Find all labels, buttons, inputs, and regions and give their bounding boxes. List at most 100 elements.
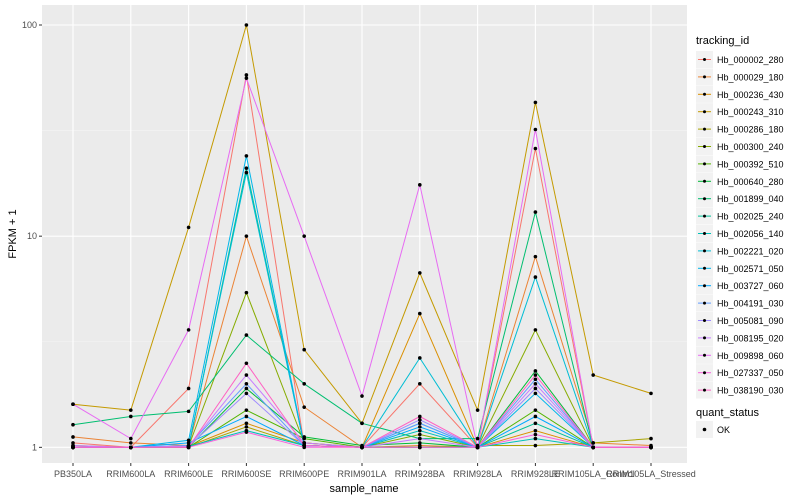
data-point: [475, 445, 480, 450]
legend-key-point: [703, 284, 706, 288]
legend-key-point: [703, 232, 706, 235]
data-point: [302, 443, 307, 448]
data-point: [186, 445, 191, 450]
data-point: [533, 100, 538, 105]
data-point: [129, 445, 133, 450]
legend-label: Hb_000640_280: [717, 177, 784, 187]
data-point: [418, 414, 422, 419]
legend-key-point: [703, 214, 706, 218]
legend-key-point: [703, 162, 706, 166]
data-point: [418, 425, 422, 429]
data-points: [71, 23, 653, 450]
legend-label: Hb_002221_020: [717, 246, 784, 256]
data-point: [244, 430, 249, 434]
data-point: [244, 421, 249, 426]
data-point: [533, 414, 538, 419]
legend-key-point: [703, 58, 706, 61]
legend-label: Hb_038190_030: [717, 386, 784, 396]
legend-key-point: [703, 197, 706, 201]
data-point: [533, 408, 538, 412]
data-point: [71, 441, 75, 445]
legend-label: Hb_005081_090: [717, 316, 784, 326]
data-point: [533, 432, 538, 437]
data-point: [244, 333, 249, 337]
legend-label: Hb_002056_140: [717, 229, 784, 239]
data-point: [475, 436, 480, 441]
data-point: [244, 361, 249, 366]
y-axis-title: FPKM + 1: [7, 209, 19, 258]
data-point: [186, 386, 191, 391]
legend-label: Hb_000029_180: [717, 72, 784, 82]
legend-key-point: [703, 127, 706, 131]
data-point: [418, 445, 422, 450]
legend-key-point: [703, 249, 706, 253]
data-point: [302, 435, 307, 439]
data-point: [186, 441, 191, 445]
legend-label: Hb_001899_040: [717, 194, 784, 204]
x-tick-label: RRIM901LA: [337, 469, 386, 479]
data-point: [244, 386, 249, 391]
x-tick-label: RRIM600LA: [106, 469, 155, 479]
x-tick-label: RRIM105LA_Control: [552, 469, 635, 479]
data-point: [533, 369, 538, 373]
legend-label: Hb_002025_240: [717, 212, 784, 222]
data-point: [533, 275, 538, 279]
legend-key-point: [703, 301, 706, 305]
legend-label: Hb_008195_020: [717, 333, 784, 343]
data-point: [186, 225, 191, 230]
y-axis: 1 10 100: [22, 20, 42, 452]
data-point: [418, 432, 422, 437]
data-point: [418, 311, 422, 316]
data-point: [591, 373, 595, 377]
data-point: [649, 445, 653, 450]
data-point: [533, 328, 538, 332]
x-axis-title: sample_name: [329, 483, 398, 495]
gridlines: [42, 5, 687, 463]
legend-key-point: [703, 145, 706, 148]
data-point: [244, 381, 249, 386]
data-point: [186, 328, 191, 332]
data-point: [649, 436, 653, 441]
data-point: [649, 391, 653, 396]
data-point: [418, 441, 422, 445]
legend-label: Hb_000243_310: [717, 107, 784, 117]
data-point: [71, 422, 75, 427]
legend-key-point: [703, 319, 706, 322]
data-point: [533, 436, 538, 441]
shape-legend-title: quant_status: [696, 407, 759, 419]
data-point: [533, 428, 538, 433]
data-point: [360, 394, 364, 398]
data-point: [302, 347, 307, 352]
data-point: [533, 381, 538, 386]
data-point: [533, 254, 538, 259]
x-tick-label: PB350LA: [54, 469, 92, 479]
data-point: [244, 23, 249, 27]
data-point: [244, 391, 249, 396]
legend-key-point: [703, 353, 706, 357]
data-point: [533, 421, 538, 426]
legend-label: Hb_000236_430: [717, 90, 784, 100]
legend-key-point: [703, 179, 706, 183]
x-tick-label: RRIM928LA: [453, 469, 502, 479]
legend-label: Hb_009898_060: [717, 351, 784, 361]
data-point: [533, 377, 538, 382]
shape-legend: quant_status OK: [696, 407, 759, 438]
data-point: [302, 405, 307, 409]
legend-key-point: [703, 371, 706, 375]
data-point: [244, 170, 249, 175]
data-point: [244, 166, 249, 170]
data-point: [418, 356, 422, 360]
data-point: [186, 438, 191, 443]
data-point: [186, 409, 191, 414]
data-point: [244, 76, 249, 80]
data-point: [129, 408, 133, 412]
x-tick-label: RRIM600SE: [221, 469, 271, 479]
data-point: [302, 234, 307, 238]
y-tick-label: 100: [22, 20, 37, 30]
x-tick-label: RRIM600PE: [279, 469, 329, 479]
data-point: [129, 436, 133, 441]
data-point: [591, 445, 595, 450]
data-point: [302, 381, 307, 386]
legend-title: tracking_id: [696, 35, 749, 47]
